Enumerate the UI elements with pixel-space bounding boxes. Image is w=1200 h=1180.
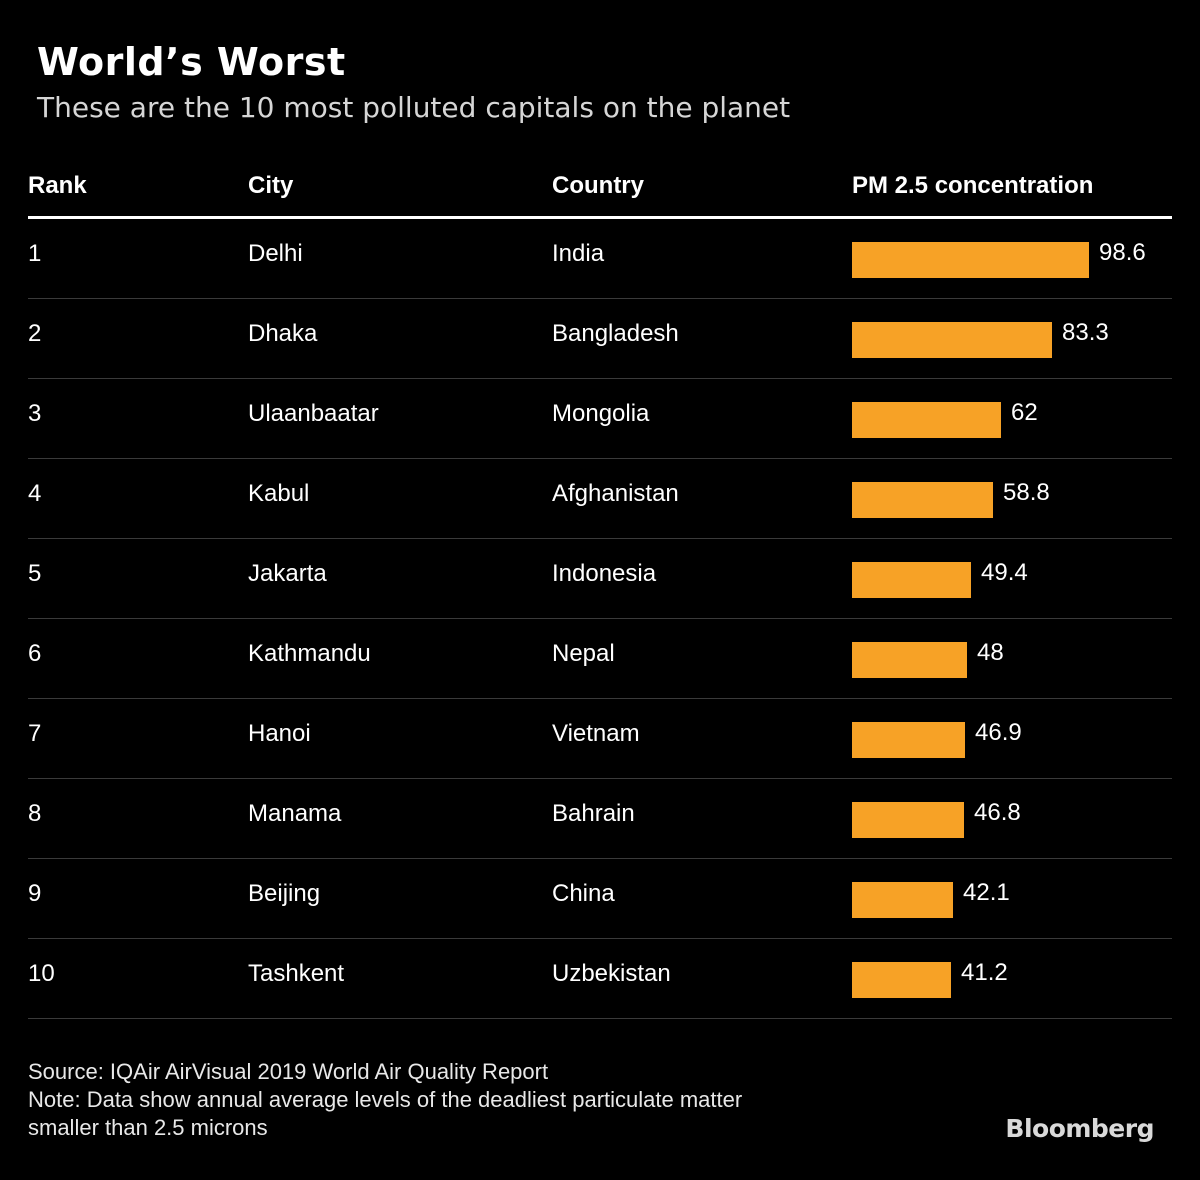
column-header-city: City <box>248 172 294 199</box>
city-cell: Dhaka <box>248 320 318 347</box>
rank-cell: 1 <box>28 240 42 267</box>
city-cell: Delhi <box>248 240 303 267</box>
city-cell: Manama <box>248 800 342 827</box>
table-row: 5 Jakarta Indonesia 49.4 <box>28 539 1172 619</box>
column-header-pm25: PM 2.5 concentration <box>852 172 1094 199</box>
pm25-bar <box>852 562 971 598</box>
source-note: Source: IQAir AirVisual 2019 World Air Q… <box>28 1059 549 1084</box>
bar-cell: 48 <box>852 639 1172 678</box>
country-cell: Mongolia <box>552 400 650 427</box>
country-cell: Afghanistan <box>552 480 679 507</box>
country-cell: Uzbekistan <box>552 960 671 987</box>
pm25-bar <box>852 642 967 678</box>
ranking-table: Rank City Country PM 2.5 concentration 1… <box>28 160 1172 1019</box>
city-cell: Ulaanbaatar <box>248 400 379 427</box>
table-row: 7 Hanoi Vietnam 46.9 <box>28 699 1172 779</box>
pm25-value-label: 49.4 <box>981 559 1028 586</box>
country-cell: India <box>552 240 605 267</box>
pm25-bar <box>852 402 1001 438</box>
rank-cell: 2 <box>28 320 42 347</box>
rank-cell: 9 <box>28 880 42 907</box>
city-cell: Hanoi <box>248 720 311 747</box>
country-cell: China <box>552 880 615 907</box>
pm25-bar <box>852 802 964 838</box>
pm25-bar <box>852 482 993 518</box>
pm25-bar <box>852 242 1089 278</box>
pm25-value-label: 42.1 <box>963 879 1010 906</box>
table-body: 1 Delhi India 98.6 2 Dhaka Bangladesh 83.3 3 Ulaa… <box>28 219 1172 1019</box>
pm25-value-label: 46.9 <box>975 719 1022 746</box>
rank-cell: 4 <box>28 480 42 507</box>
pm25-value-label: 62 <box>1011 399 1038 426</box>
bar-cell: 46.9 <box>852 719 1172 758</box>
table-row: 9 Beijing China 42.1 <box>28 859 1172 939</box>
pm25-value-label: 83.3 <box>1062 319 1109 346</box>
bar-cell: 98.6 <box>852 239 1172 278</box>
pm25-bar <box>852 322 1052 358</box>
pm25-bar <box>852 962 951 998</box>
chart-subtitle: These are the 10 most polluted capitals … <box>37 91 791 124</box>
country-cell: Vietnam <box>552 720 640 747</box>
data-note-continued: smaller than 2.5 microns <box>28 1115 268 1140</box>
rank-cell: 6 <box>28 640 42 667</box>
city-cell: Beijing <box>248 880 321 907</box>
pm25-value-label: 41.2 <box>961 959 1008 986</box>
country-cell: Bangladesh <box>552 320 679 347</box>
table-header: Rank City Country PM 2.5 concentration <box>28 160 1172 219</box>
city-cell: Jakarta <box>248 560 327 587</box>
rank-cell: 3 <box>28 400 42 427</box>
chart-footer: Source: IQAir AirVisual 2019 World Air Q… <box>28 1058 742 1142</box>
rank-cell: 7 <box>28 720 42 747</box>
bar-cell: 42.1 <box>852 879 1172 918</box>
pm25-value-label: 48 <box>977 639 1004 666</box>
pm25-value-label: 58.8 <box>1003 479 1050 506</box>
bar-cell: 83.3 <box>852 319 1172 358</box>
city-cell: Tashkent <box>248 960 345 987</box>
rank-cell: 5 <box>28 560 42 587</box>
bar-cell: 62 <box>852 399 1172 438</box>
bar-cell: 58.8 <box>852 479 1172 518</box>
bar-cell: 41.2 <box>852 959 1172 998</box>
table-row: 3 Ulaanbaatar Mongolia 62 <box>28 379 1172 459</box>
city-cell: Kabul <box>248 480 310 507</box>
bloomberg-logo: Bloomberg <box>1005 1114 1154 1143</box>
table-row: 8 Manama Bahrain 46.8 <box>28 779 1172 859</box>
column-header-rank: Rank <box>28 172 87 199</box>
pm25-bar <box>852 722 965 758</box>
data-note: Note: Data show annual average levels of… <box>28 1087 743 1112</box>
city-cell: Kathmandu <box>248 640 371 667</box>
column-header-country: Country <box>552 172 644 199</box>
country-cell: Indonesia <box>552 560 657 587</box>
table-row: 4 Kabul Afghanistan 58.8 <box>28 459 1172 539</box>
country-cell: Bahrain <box>552 800 635 827</box>
pm25-value-label: 98.6 <box>1099 239 1146 266</box>
bar-cell: 49.4 <box>852 559 1172 598</box>
pm25-value-label: 46.8 <box>974 799 1021 826</box>
table-row: 1 Delhi India 98.6 <box>28 219 1172 299</box>
rank-cell: 10 <box>28 960 55 987</box>
country-cell: Nepal <box>552 640 615 667</box>
bar-cell: 46.8 <box>852 799 1172 838</box>
rank-cell: 8 <box>28 800 42 827</box>
table-row: 6 Kathmandu Nepal 48 <box>28 619 1172 699</box>
chart-title: World’s Worst <box>37 40 346 84</box>
pm25-bar <box>852 882 953 918</box>
table-row: 10 Tashkent Uzbekistan 41.2 <box>28 939 1172 1019</box>
table-row: 2 Dhaka Bangladesh 83.3 <box>28 299 1172 379</box>
